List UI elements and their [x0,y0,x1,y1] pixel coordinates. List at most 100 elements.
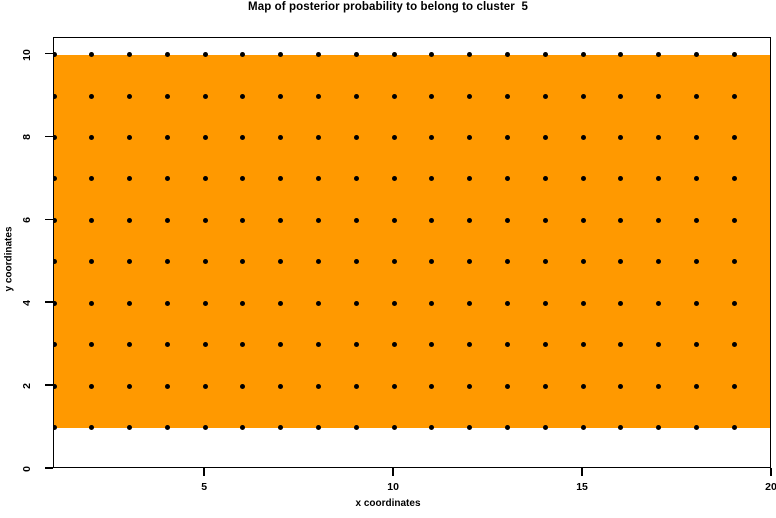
data-point [580,93,586,99]
data-point [467,217,473,223]
data-point [656,383,662,389]
x-axis-tick-label: 5 [201,481,208,493]
data-point [202,383,208,389]
data-point [54,300,57,306]
data-point [316,342,322,348]
data-point [693,383,699,389]
data-point [656,176,662,182]
data-point [769,383,770,389]
data-point [467,425,473,431]
data-point [580,176,586,182]
data-point [542,134,548,140]
data-point [731,217,737,223]
plot-area [53,37,771,468]
data-point [769,425,770,431]
data-point [164,134,170,140]
data-point [467,176,473,182]
y-axis-tick [45,301,53,304]
data-point [467,52,473,58]
data-point [542,93,548,99]
data-point [316,52,322,58]
data-point [618,217,624,223]
data-point [467,134,473,140]
data-point [429,300,435,306]
data-point [656,300,662,306]
data-point [353,176,359,182]
data-point [89,176,95,182]
data-point [164,93,170,99]
data-point [278,217,284,223]
data-point [769,93,770,99]
data-point [353,93,359,99]
data-point [240,93,246,99]
x-axis-tick [203,468,205,476]
data-point [693,93,699,99]
x-axis-tick [581,468,583,476]
data-point [54,176,57,182]
data-point [693,134,699,140]
data-point [429,425,435,431]
data-point [278,176,284,182]
data-point [54,52,57,58]
data-point [731,342,737,348]
data-point [580,300,586,306]
data-point [391,217,397,223]
data-point [89,425,95,431]
x-axis-label: x coordinates [355,498,421,509]
data-point [278,52,284,58]
data-point [164,259,170,265]
data-point [656,342,662,348]
data-point [316,259,322,265]
data-point [89,342,95,348]
data-point [353,134,359,140]
y-axis-tick [45,52,53,55]
data-point [656,134,662,140]
data-point [89,383,95,389]
data-point [731,134,737,140]
y-axis-tick-label: 10 [21,48,33,61]
data-point [429,52,435,58]
data-point [580,425,586,431]
data-point [542,176,548,182]
data-point [769,217,770,223]
data-point [731,93,737,99]
data-point [467,93,473,99]
data-point [731,259,737,265]
data-point [278,259,284,265]
data-point [278,342,284,348]
data-point [504,425,510,431]
data-point [202,342,208,348]
y-axis-label: y coordinates [3,226,15,292]
data-point [391,52,397,58]
data-point [504,52,510,58]
data-point [542,300,548,306]
data-point [316,176,322,182]
high-posterior-region [54,54,770,428]
data-point [656,52,662,58]
data-point [769,300,770,306]
data-point [580,217,586,223]
data-point [618,134,624,140]
data-point [656,259,662,265]
data-point [54,342,57,348]
data-point [618,300,624,306]
data-point [429,342,435,348]
data-point [580,134,586,140]
data-point [504,342,510,348]
data-point [240,425,246,431]
data-point [278,134,284,140]
data-point [202,425,208,431]
data-point [240,217,246,223]
data-point [731,52,737,58]
data-point [769,134,770,140]
y-axis-tick [45,135,53,138]
data-point [127,134,133,140]
data-point [240,383,246,389]
data-point [54,93,57,99]
data-point [54,383,57,389]
data-point [656,93,662,99]
y-axis-tick [45,218,53,221]
data-point [391,134,397,140]
data-point [240,342,246,348]
data-point [769,259,770,265]
